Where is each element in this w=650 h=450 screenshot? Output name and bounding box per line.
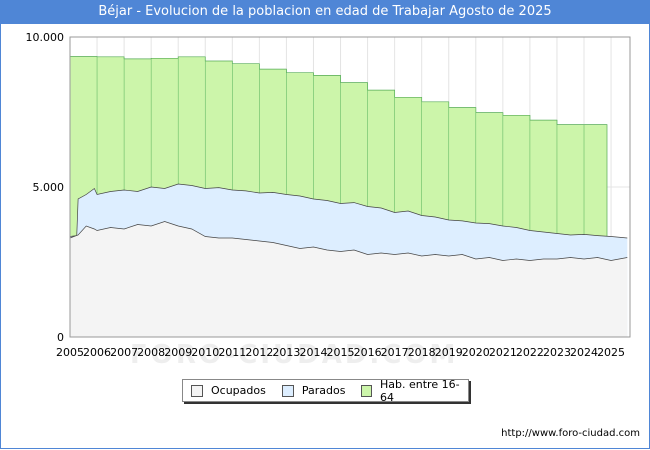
- series-area-ocupados: [70, 221, 628, 337]
- y-tick-label: 5.000: [33, 181, 65, 194]
- legend-item-ocupados: Ocupados: [191, 384, 266, 397]
- legend-label-ocupados: Ocupados: [211, 384, 266, 397]
- x-tick-label: 2022: [516, 346, 544, 359]
- series-line-ocupados: [69, 221, 628, 261]
- x-tick-label: 2010: [191, 346, 219, 359]
- x-tick-label: 2019: [435, 346, 463, 359]
- x-tick-label: 2006: [83, 346, 111, 359]
- x-tick-label: 2013: [272, 346, 300, 359]
- x-tick-label: 2012: [245, 346, 273, 359]
- x-tick-label: 2020: [462, 346, 490, 359]
- x-tick-label: 2021: [489, 346, 517, 359]
- y-axis: 0 5.000 10.000: [26, 31, 65, 344]
- watermark: FORO-CIUDAD.COM: [130, 340, 459, 370]
- series-layer: [69, 56, 628, 338]
- x-tick-label: 2011: [218, 346, 246, 359]
- x-tick-label: 2023: [543, 346, 571, 359]
- chart-title: Béjar - Evolucion de la poblacion en eda…: [0, 0, 650, 24]
- legend-swatch-parados: [281, 384, 294, 397]
- x-tick-label: 2024: [570, 346, 598, 359]
- x-tick-label: 2015: [327, 346, 355, 359]
- legend-item-parados: Parados: [281, 384, 346, 397]
- series-line-parados: [69, 183, 628, 239]
- x-tick-label: 2016: [354, 346, 382, 359]
- x-axis: 2005 2006 2007 2008 2009 2010 2011 2012 2013 2014…: [56, 346, 625, 359]
- legend-label-hab: Hab. entre 16-64: [380, 377, 460, 404]
- y-tick-label: 0: [57, 331, 64, 344]
- x-tick-label: 2014: [299, 346, 327, 359]
- x-tick-label: 2009: [164, 346, 192, 359]
- y-tick-label: 10.000: [26, 31, 65, 44]
- legend-label-parados: Parados: [301, 384, 346, 397]
- legend-swatch-hab: [361, 384, 372, 397]
- x-tick-label: 2008: [137, 346, 165, 359]
- legend-swatch-ocupados: [191, 384, 203, 397]
- legend-item-hab: Hab. entre 16-64: [361, 378, 460, 404]
- x-tick-label: 2018: [408, 346, 436, 359]
- source-url[interactable]: http://www.foro-ciudad.com: [501, 428, 640, 439]
- x-tick-label: 2017: [381, 346, 409, 359]
- x-tick-label: 2007: [110, 346, 138, 359]
- x-tick-label: 2005: [56, 346, 84, 359]
- legend: Ocupados Parados Hab. entre 16-64: [182, 378, 469, 404]
- plot-border: [69, 36, 631, 338]
- x-tick-label: 2025: [597, 346, 625, 359]
